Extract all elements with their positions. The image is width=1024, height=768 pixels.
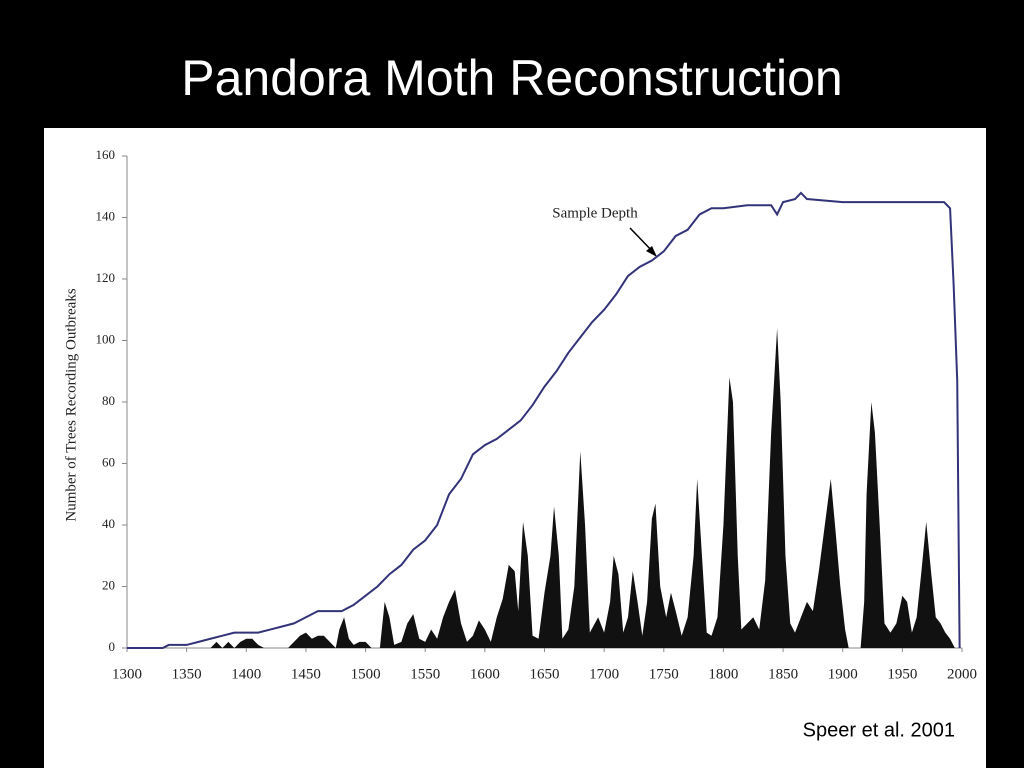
slide-title: Pandora Moth Reconstruction xyxy=(181,50,842,106)
x-tick-label: 1300 xyxy=(112,666,142,682)
y-tick-label: 80 xyxy=(102,393,115,408)
y-tick-label: 140 xyxy=(96,208,116,223)
y-tick-label: 60 xyxy=(102,454,115,469)
sample-depth-line xyxy=(127,191,961,649)
y-tick-label: 20 xyxy=(102,577,115,592)
y-tick-label: 100 xyxy=(96,331,116,346)
arrow-head xyxy=(646,246,657,257)
x-tick-label: 1850 xyxy=(768,666,798,682)
x-tick-label: 1450 xyxy=(291,666,321,682)
outbreak-area xyxy=(127,328,955,648)
x-tick-label: 1700 xyxy=(589,666,619,682)
y-tick-label: 40 xyxy=(102,516,115,531)
x-tick-label: 1950 xyxy=(887,666,917,682)
x-tick-label: 1900 xyxy=(828,666,858,682)
x-tick-label: 1600 xyxy=(470,666,500,682)
x-tick-label: 1350 xyxy=(172,666,202,682)
y-tick-label: 120 xyxy=(96,270,116,285)
source-note: Speer et al. 2001 xyxy=(803,719,955,741)
x-tick-label: 1650 xyxy=(530,666,560,682)
annotation: Sample Depth xyxy=(552,205,638,221)
plot: 0 20 40 60 80 100 120 140 160 1300 1350 1400 1450 150… xyxy=(96,147,978,682)
x-tick-label: 1500 xyxy=(351,666,381,682)
x-tick-label: 1750 xyxy=(649,666,679,682)
y-tick-label: 0 xyxy=(109,639,116,654)
y-tick-label: 160 xyxy=(96,147,116,162)
y-axis-label: Number of Trees Recording Outbreaks xyxy=(63,288,79,521)
x-tick-label: 1800 xyxy=(708,666,738,682)
x-tick-label: 1400 xyxy=(231,666,261,682)
chart-panel xyxy=(44,128,986,768)
x-tick-label: 1550 xyxy=(410,666,440,682)
x-tick-label: 2000 xyxy=(947,666,977,682)
